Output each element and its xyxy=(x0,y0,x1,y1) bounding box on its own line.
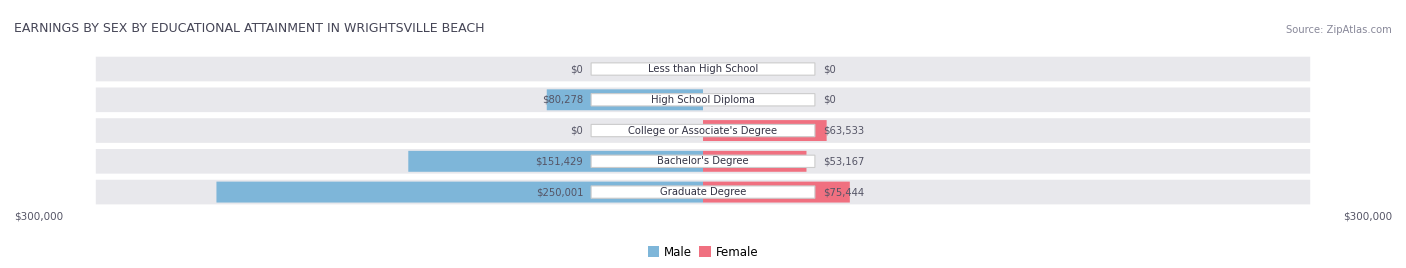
FancyBboxPatch shape xyxy=(96,149,1310,174)
FancyBboxPatch shape xyxy=(703,151,807,172)
FancyBboxPatch shape xyxy=(703,182,849,203)
FancyBboxPatch shape xyxy=(96,118,1310,143)
Text: $80,278: $80,278 xyxy=(543,95,583,105)
FancyBboxPatch shape xyxy=(408,151,703,172)
FancyBboxPatch shape xyxy=(591,186,815,198)
FancyBboxPatch shape xyxy=(703,120,827,141)
FancyBboxPatch shape xyxy=(96,87,1310,112)
Text: EARNINGS BY SEX BY EDUCATIONAL ATTAINMENT IN WRIGHTSVILLE BEACH: EARNINGS BY SEX BY EDUCATIONAL ATTAINMEN… xyxy=(14,22,485,35)
Text: $151,429: $151,429 xyxy=(536,156,583,166)
FancyBboxPatch shape xyxy=(591,155,815,168)
Text: High School Diploma: High School Diploma xyxy=(651,95,755,105)
FancyBboxPatch shape xyxy=(96,57,1310,81)
FancyBboxPatch shape xyxy=(217,182,703,203)
FancyBboxPatch shape xyxy=(591,63,815,75)
FancyBboxPatch shape xyxy=(591,94,815,106)
Text: $53,167: $53,167 xyxy=(823,156,865,166)
FancyBboxPatch shape xyxy=(547,89,703,110)
Text: $0: $0 xyxy=(571,64,583,74)
Legend: Male, Female: Male, Female xyxy=(643,241,763,263)
Text: $0: $0 xyxy=(823,64,835,74)
Text: $63,533: $63,533 xyxy=(823,125,863,136)
Text: Bachelor's Degree: Bachelor's Degree xyxy=(657,156,749,166)
Text: $300,000: $300,000 xyxy=(1343,211,1392,221)
Text: College or Associate's Degree: College or Associate's Degree xyxy=(628,125,778,136)
Text: $75,444: $75,444 xyxy=(823,187,863,197)
Text: Graduate Degree: Graduate Degree xyxy=(659,187,747,197)
Text: $0: $0 xyxy=(823,95,835,105)
Text: $250,001: $250,001 xyxy=(536,187,583,197)
FancyBboxPatch shape xyxy=(96,180,1310,204)
Text: $0: $0 xyxy=(571,125,583,136)
Text: Source: ZipAtlas.com: Source: ZipAtlas.com xyxy=(1286,25,1392,35)
Text: $300,000: $300,000 xyxy=(14,211,63,221)
FancyBboxPatch shape xyxy=(591,124,815,137)
Text: Less than High School: Less than High School xyxy=(648,64,758,74)
